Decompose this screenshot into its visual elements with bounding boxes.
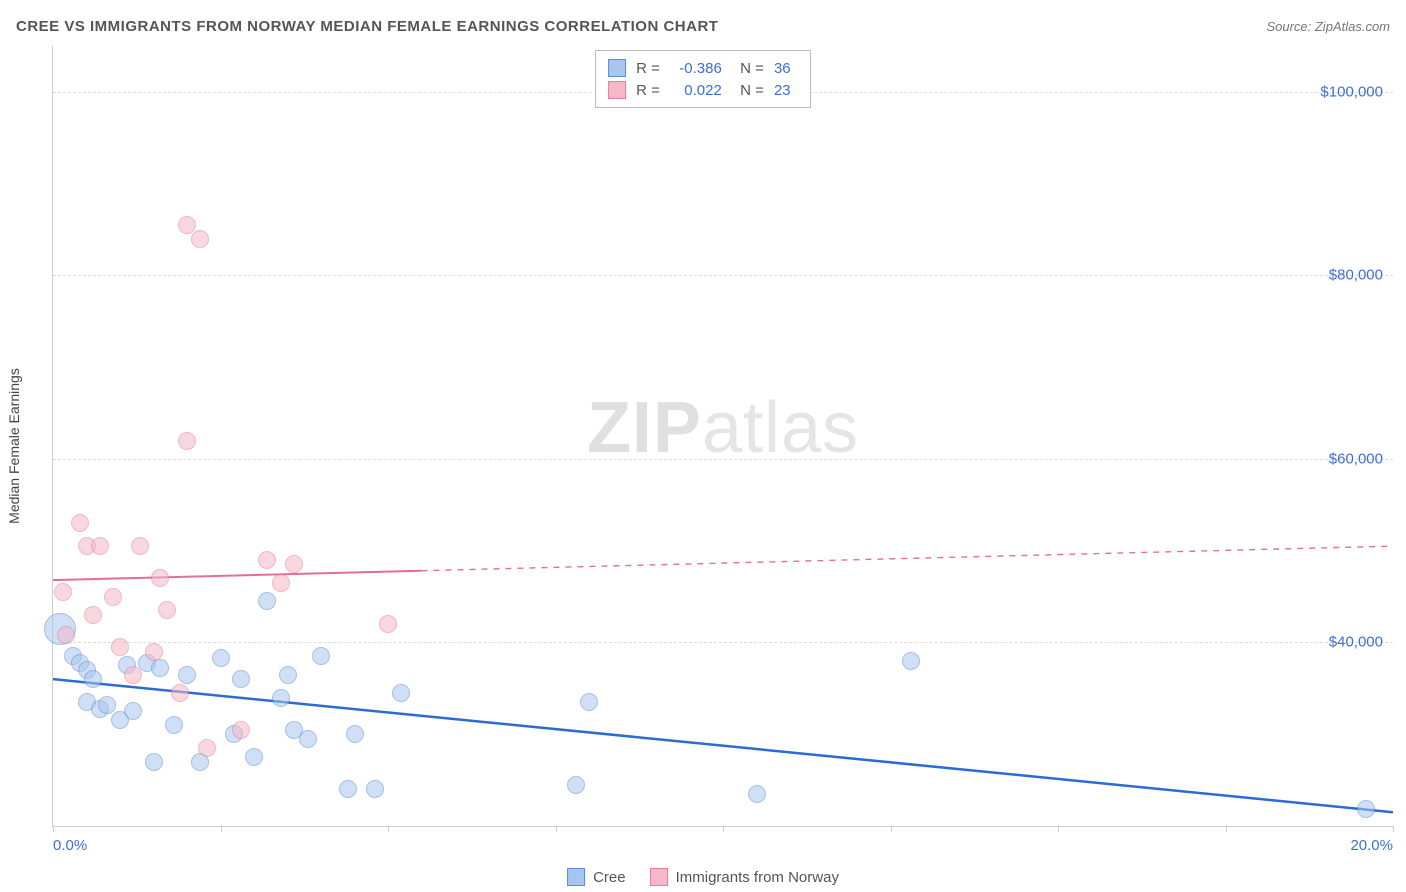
data-point	[71, 514, 89, 532]
data-point	[104, 588, 122, 606]
scatter-chart: ZIPatlas $40,000 $60,000 $80,000 $100,000 0.…	[52, 46, 1393, 827]
data-point	[145, 643, 163, 661]
data-point	[1357, 800, 1375, 818]
data-point	[366, 780, 384, 798]
data-point	[111, 638, 129, 656]
y-axis-title: Median Female Earnings	[6, 368, 22, 524]
data-point	[98, 696, 116, 714]
bottom-legend: Cree Immigrants from Norway	[567, 868, 839, 886]
trend-line-dashed	[422, 546, 1394, 571]
x-tick	[1226, 826, 1227, 832]
legend-label: Immigrants from Norway	[676, 869, 839, 886]
data-point	[279, 666, 297, 684]
gridline	[53, 275, 1393, 276]
series-swatch	[608, 59, 626, 77]
data-point	[339, 780, 357, 798]
data-point	[131, 537, 149, 555]
data-point	[84, 606, 102, 624]
data-point	[91, 537, 109, 555]
data-point	[198, 739, 216, 757]
chart-title: CREE VS IMMIGRANTS FROM NORWAY MEDIAN FE…	[16, 18, 718, 35]
data-point	[232, 721, 250, 739]
data-point	[392, 684, 410, 702]
data-point	[158, 601, 176, 619]
data-point	[346, 725, 364, 743]
legend-swatch	[650, 868, 668, 886]
data-point	[567, 776, 585, 794]
gridline	[53, 642, 1393, 643]
data-point	[178, 666, 196, 684]
data-point	[145, 753, 163, 771]
x-tick	[221, 826, 222, 832]
legend-label: Cree	[593, 869, 626, 886]
x-tick	[723, 826, 724, 832]
stat-r-value: 0.022	[670, 82, 722, 99]
x-tick	[53, 826, 54, 832]
data-point	[245, 748, 263, 766]
data-point	[258, 592, 276, 610]
stat-r-label: R =	[636, 82, 660, 99]
legend-item: Immigrants from Norway	[650, 868, 839, 886]
data-point	[151, 659, 169, 677]
x-tick	[556, 826, 557, 832]
source-attribution: Source: ZipAtlas.com	[1266, 19, 1390, 34]
data-point	[54, 583, 72, 601]
x-tick-label: 20.0%	[1350, 837, 1393, 854]
data-point	[379, 615, 397, 633]
data-point	[124, 702, 142, 720]
data-point	[312, 647, 330, 665]
y-tick-label: $60,000	[1329, 450, 1383, 467]
y-tick-label: $100,000	[1320, 83, 1383, 100]
watermark: ZIPatlas	[587, 387, 859, 469]
data-point	[178, 432, 196, 450]
x-tick	[388, 826, 389, 832]
x-tick	[1393, 826, 1394, 832]
x-tick-label: 0.0%	[53, 837, 87, 854]
data-point	[57, 626, 75, 644]
data-point	[171, 684, 189, 702]
stat-n-label: N =	[732, 82, 764, 99]
data-point	[902, 652, 920, 670]
x-tick	[891, 826, 892, 832]
data-point	[232, 670, 250, 688]
y-tick-label: $80,000	[1329, 267, 1383, 284]
stat-n-value: 36	[774, 60, 798, 77]
legend-swatch	[567, 868, 585, 886]
data-point	[151, 569, 169, 587]
trend-line-solid	[53, 571, 422, 580]
x-tick	[1058, 826, 1059, 832]
data-point	[299, 730, 317, 748]
data-point	[212, 649, 230, 667]
legend-item: Cree	[567, 868, 626, 886]
data-point	[580, 693, 598, 711]
trend-line-solid	[53, 679, 1393, 812]
data-point	[285, 555, 303, 573]
data-point	[272, 574, 290, 592]
correlation-stats-box: R = -0.386 N = 36 R = 0.022 N = 23	[595, 50, 811, 108]
data-point	[165, 716, 183, 734]
data-point	[272, 689, 290, 707]
data-point	[124, 666, 142, 684]
stat-r-label: R =	[636, 60, 660, 77]
stats-row: R = 0.022 N = 23	[608, 79, 798, 101]
data-point	[258, 551, 276, 569]
data-point	[748, 785, 766, 803]
gridline	[53, 459, 1393, 460]
series-swatch	[608, 81, 626, 99]
y-tick-label: $40,000	[1329, 634, 1383, 651]
stats-row: R = -0.386 N = 36	[608, 57, 798, 79]
data-point	[191, 230, 209, 248]
data-point	[84, 670, 102, 688]
stat-n-value: 23	[774, 82, 798, 99]
stat-r-value: -0.386	[670, 60, 722, 77]
stat-n-label: N =	[732, 60, 764, 77]
